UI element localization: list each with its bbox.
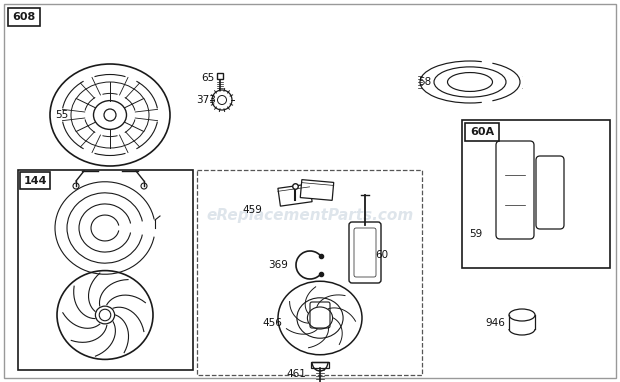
Text: 369: 369 xyxy=(268,260,288,270)
Text: 459: 459 xyxy=(242,205,262,215)
Polygon shape xyxy=(300,180,334,201)
Text: 65: 65 xyxy=(202,73,215,83)
Circle shape xyxy=(99,309,111,321)
Text: 58: 58 xyxy=(418,77,432,87)
Text: 461: 461 xyxy=(286,369,306,379)
Bar xyxy=(465,123,499,141)
Text: 456: 456 xyxy=(262,318,282,328)
Bar xyxy=(8,8,40,26)
Bar xyxy=(18,170,193,370)
Text: 608: 608 xyxy=(12,12,35,22)
Text: 60: 60 xyxy=(376,250,389,260)
Text: 373: 373 xyxy=(196,95,216,105)
Text: 55: 55 xyxy=(55,110,69,120)
Text: 59: 59 xyxy=(469,229,482,239)
Bar xyxy=(462,120,610,268)
Text: 60A: 60A xyxy=(470,127,494,137)
Bar xyxy=(20,172,50,189)
Bar xyxy=(311,362,329,368)
Text: 144: 144 xyxy=(24,175,46,186)
Text: eReplacementParts.com: eReplacementParts.com xyxy=(206,207,414,222)
Polygon shape xyxy=(278,184,312,206)
Bar xyxy=(197,170,422,375)
Text: 946: 946 xyxy=(485,318,505,328)
